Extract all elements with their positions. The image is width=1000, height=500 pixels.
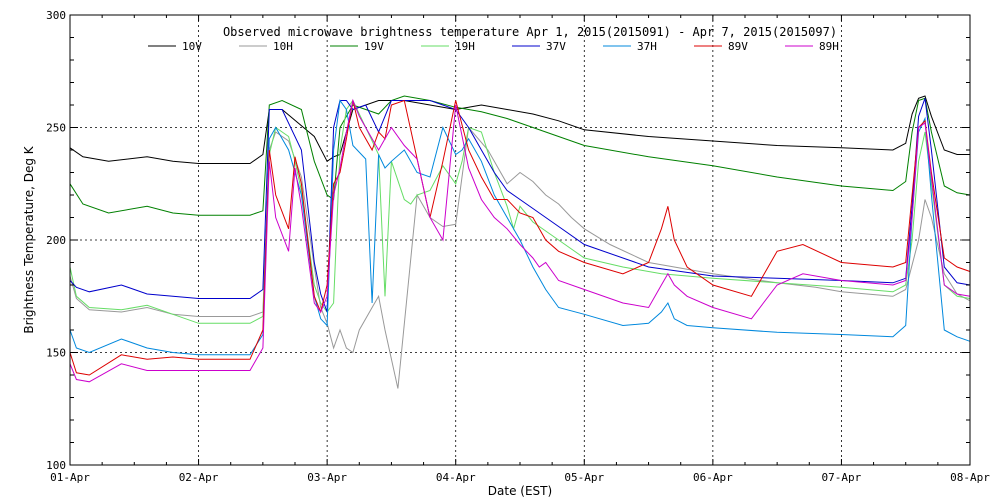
axis-ticks: 01-Apr 02-Apr 03-Apr 04-Apr 05-Apr 06-Apr 07-A…	[46, 9, 990, 484]
x-tick-label: 07-Apr	[822, 471, 862, 484]
legend-label-10v: 10V	[182, 40, 202, 53]
x-tick-label: 01-Apr	[50, 471, 90, 484]
y-tick-label: 200	[46, 234, 66, 247]
series-line-89v	[69, 99, 971, 376]
chart-title: Observed microwave brightness temperatur…	[223, 25, 837, 39]
x-tick-label: 08-Apr	[950, 471, 990, 484]
y-tick-label: 300	[46, 9, 66, 22]
x-tick-label: 04-Apr	[436, 471, 476, 484]
series-line-10v	[69, 95, 970, 164]
y-axis-label: Brightness Temperature, Deg K	[22, 145, 36, 333]
legend-label-10h: 10H	[273, 40, 293, 53]
series-line-19v	[69, 95, 971, 216]
legend-label-89h: 89H	[819, 40, 839, 53]
legend: 10V 10H 19V 19H 37V 37H 89V 89H	[148, 40, 839, 53]
x-tick-label: 02-Apr	[179, 471, 219, 484]
x-tick-label: 05-Apr	[564, 471, 604, 484]
legend-label-19v: 19V	[364, 40, 384, 53]
series-line-37v	[69, 98, 971, 313]
series-line-10h	[69, 126, 971, 389]
legend-label-37h: 37H	[637, 40, 657, 53]
x-axis-label: Date (EST)	[488, 484, 552, 498]
y-tick-label: 150	[46, 347, 66, 360]
legend-label-37v: 37V	[546, 40, 566, 53]
series-line-89h	[69, 98, 971, 383]
x-tick-label: 06-Apr	[693, 471, 733, 484]
y-tick-label: 100	[46, 459, 66, 472]
x-tick-label: 03-Apr	[307, 471, 347, 484]
data-series	[69, 95, 971, 389]
legend-label-19h: 19H	[455, 40, 475, 53]
legend-label-89v: 89V	[728, 40, 748, 53]
y-tick-label: 250	[46, 122, 66, 135]
series-line-37h	[69, 99, 971, 356]
grid-lines	[70, 15, 970, 465]
series-line-19h	[69, 99, 971, 324]
